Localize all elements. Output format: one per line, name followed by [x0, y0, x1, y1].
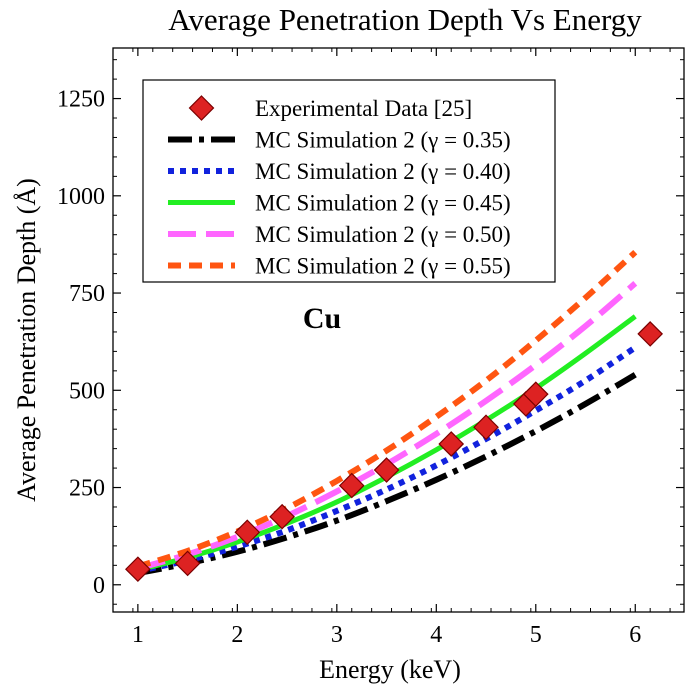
scatter-points: [125, 321, 664, 583]
y-tick-label: 0: [93, 573, 105, 599]
legend-label: MC Simulation 2 (γ = 0.35): [255, 128, 511, 153]
plot-frame: [112, 47, 685, 613]
data-point-marker: [125, 556, 151, 583]
legend: Experimental Data [25] MC Simulation 2 (γ…: [142, 79, 556, 283]
legend-label: MC Simulation 2 (γ = 0.50): [255, 222, 511, 247]
y-tick-label: 750: [69, 281, 105, 307]
data-point-marker: [338, 472, 365, 499]
chart-title: Average Penetration Depth Vs Energy: [168, 2, 642, 37]
data-point-marker: [438, 431, 465, 457]
series-lines: [136, 249, 638, 577]
series-line-2: [137, 345, 637, 575]
y-tick-label: 1000: [57, 184, 105, 210]
y-tick-label: 250: [69, 476, 105, 502]
x-axis-label: Energy (keV): [319, 655, 461, 684]
data-point-marker: [174, 550, 201, 577]
x-tick-label: 1: [132, 622, 144, 648]
series-line-3: [137, 314, 637, 573]
data-point-marker: [522, 381, 549, 408]
legend-label: MC Simulation 2 (γ = 0.45): [255, 191, 511, 216]
legend-label: MC Simulation 2 (γ = 0.40): [255, 159, 511, 184]
series-line-5: [136, 249, 638, 570]
x-tick-label: 2: [231, 622, 243, 648]
element-annotation: Cu: [303, 302, 341, 335]
legend-label: Experimental Data [25]: [255, 96, 472, 121]
data-point-marker: [234, 519, 261, 546]
data-point-marker: [269, 503, 295, 530]
y-tick-label: 1250: [57, 87, 105, 113]
y-axis-label: Average Penetration Depth (Å): [12, 178, 41, 502]
legend-marker-diamond: [188, 95, 215, 121]
legend-box: [142, 79, 556, 283]
x-tick-label: 5: [530, 622, 542, 648]
series-line-1: [137, 372, 637, 577]
series-line-4: [137, 281, 638, 572]
x-tick-label: 3: [331, 622, 343, 648]
axes: 1 2 3 4 5 6 0 250 500 750 1000 1250: [57, 47, 685, 648]
data-point-marker: [637, 321, 664, 347]
data-point-marker: [473, 414, 499, 441]
data-point-marker: [373, 457, 400, 483]
x-tick-label: 4: [430, 622, 442, 648]
y-tick-label: 500: [69, 378, 105, 404]
x-tick-label: 6: [629, 622, 641, 648]
legend-label: MC Simulation 2 (γ = 0.55): [255, 254, 511, 279]
